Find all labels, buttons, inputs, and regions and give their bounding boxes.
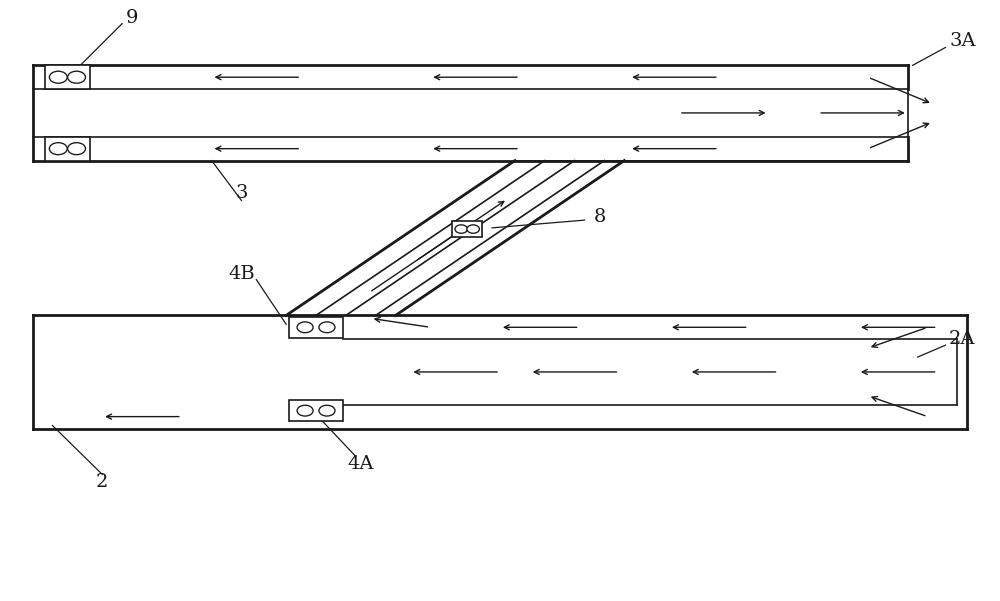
Text: 8: 8: [593, 208, 606, 226]
Text: 3: 3: [235, 185, 248, 203]
Ellipse shape: [467, 225, 479, 233]
Text: 2: 2: [96, 473, 108, 491]
Text: 4B: 4B: [228, 264, 255, 282]
Bar: [289, 317, 343, 338]
Ellipse shape: [319, 405, 335, 416]
Ellipse shape: [455, 225, 467, 233]
Ellipse shape: [68, 142, 85, 154]
Ellipse shape: [297, 405, 313, 416]
Text: 9: 9: [126, 8, 138, 26]
Bar: [452, 221, 482, 237]
Bar: [45, 66, 90, 89]
Ellipse shape: [68, 71, 85, 83]
Bar: [45, 137, 90, 160]
Ellipse shape: [297, 322, 313, 333]
Text: 4A: 4A: [348, 455, 374, 473]
Text: 3A: 3A: [949, 32, 976, 50]
Text: 2A: 2A: [949, 330, 976, 348]
Ellipse shape: [49, 142, 67, 154]
Ellipse shape: [49, 71, 67, 83]
Ellipse shape: [319, 322, 335, 333]
Bar: [289, 400, 343, 421]
